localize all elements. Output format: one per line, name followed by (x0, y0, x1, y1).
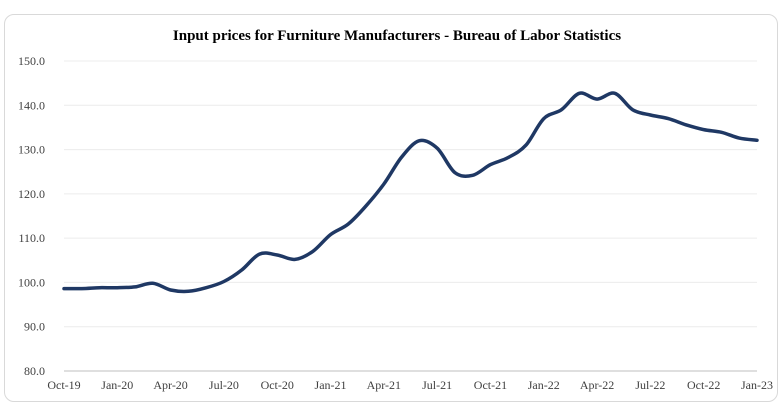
data-point (702, 128, 706, 132)
data-point (169, 288, 173, 292)
y-tick-label: 90.0 (24, 320, 45, 334)
x-tick-label: Jan-23 (741, 378, 773, 392)
y-tick-label: 100.0 (18, 275, 45, 289)
x-tick-label: Apr-22 (580, 378, 614, 392)
x-tick-label: Oct-20 (261, 378, 294, 392)
x-tick-label: Jan-21 (315, 378, 347, 392)
data-point (755, 138, 759, 142)
x-tick-label: Jul-21 (422, 378, 452, 392)
data-point (453, 171, 457, 175)
data-point (648, 113, 652, 117)
y-tick-label: 110.0 (18, 231, 45, 245)
data-point (719, 130, 723, 134)
data-point (684, 123, 688, 127)
data-point (222, 280, 226, 284)
y-tick-label: 140.0 (18, 98, 45, 112)
data-point (417, 139, 421, 143)
data-point (293, 257, 297, 261)
y-tick-label: 80.0 (24, 364, 45, 378)
data-point (364, 204, 368, 208)
data-point (631, 108, 635, 112)
data-point (80, 287, 84, 291)
data-point (471, 173, 475, 177)
series-group (62, 91, 759, 294)
data-point (62, 287, 66, 291)
data-point (275, 253, 279, 257)
data-point (133, 285, 137, 289)
x-tick-label: Apr-20 (153, 378, 187, 392)
data-point (560, 108, 564, 112)
data-point (257, 252, 261, 256)
data-point (435, 146, 439, 150)
y-tick-label: 120.0 (18, 187, 45, 201)
data-point (346, 222, 350, 226)
data-point (613, 91, 617, 95)
data-point (311, 249, 315, 253)
x-tick-label: Jul-20 (209, 378, 239, 392)
data-point (737, 136, 741, 140)
data-point (577, 91, 581, 95)
data-point (151, 281, 155, 285)
data-point (666, 117, 670, 121)
x-tick-label: Jul-22 (635, 378, 665, 392)
data-point (204, 286, 208, 290)
x-tick-label: Jan-22 (528, 378, 560, 392)
data-point (595, 97, 599, 101)
y-tick-label: 150.0 (18, 54, 45, 68)
chart-frame (4, 14, 778, 402)
gridlines (64, 60, 757, 372)
x-tick-label: Apr-21 (367, 378, 401, 392)
y-axis-ticks: 80.0 90.0 100.0 110.0 120.0 130.0 140.0 150.0 (18, 54, 45, 378)
x-tick-label: Oct-19 (47, 378, 80, 392)
x-tick-label: Oct-22 (687, 378, 720, 392)
x-tick-label: Jan-20 (101, 378, 133, 392)
chart-title: Input prices for Furniture Manufacturers… (172, 28, 622, 44)
data-point (382, 182, 386, 186)
data-point (524, 143, 528, 147)
data-point (488, 163, 492, 167)
data-point (506, 156, 510, 160)
series-line (62, 91, 759, 294)
data-point (115, 286, 119, 290)
y-tick-label: 130.0 (18, 143, 45, 157)
data-point (400, 155, 404, 159)
data-point (542, 117, 546, 121)
data-point (98, 286, 102, 290)
data-point (186, 289, 190, 293)
x-tick-label: Oct-21 (474, 378, 507, 392)
data-point (329, 233, 333, 237)
data-point (240, 268, 244, 272)
x-axis-ticks: Oct-19 Jan-20 Apr-20 Jul-20 Oct-20 Jan-21 Apr-… (47, 378, 773, 392)
